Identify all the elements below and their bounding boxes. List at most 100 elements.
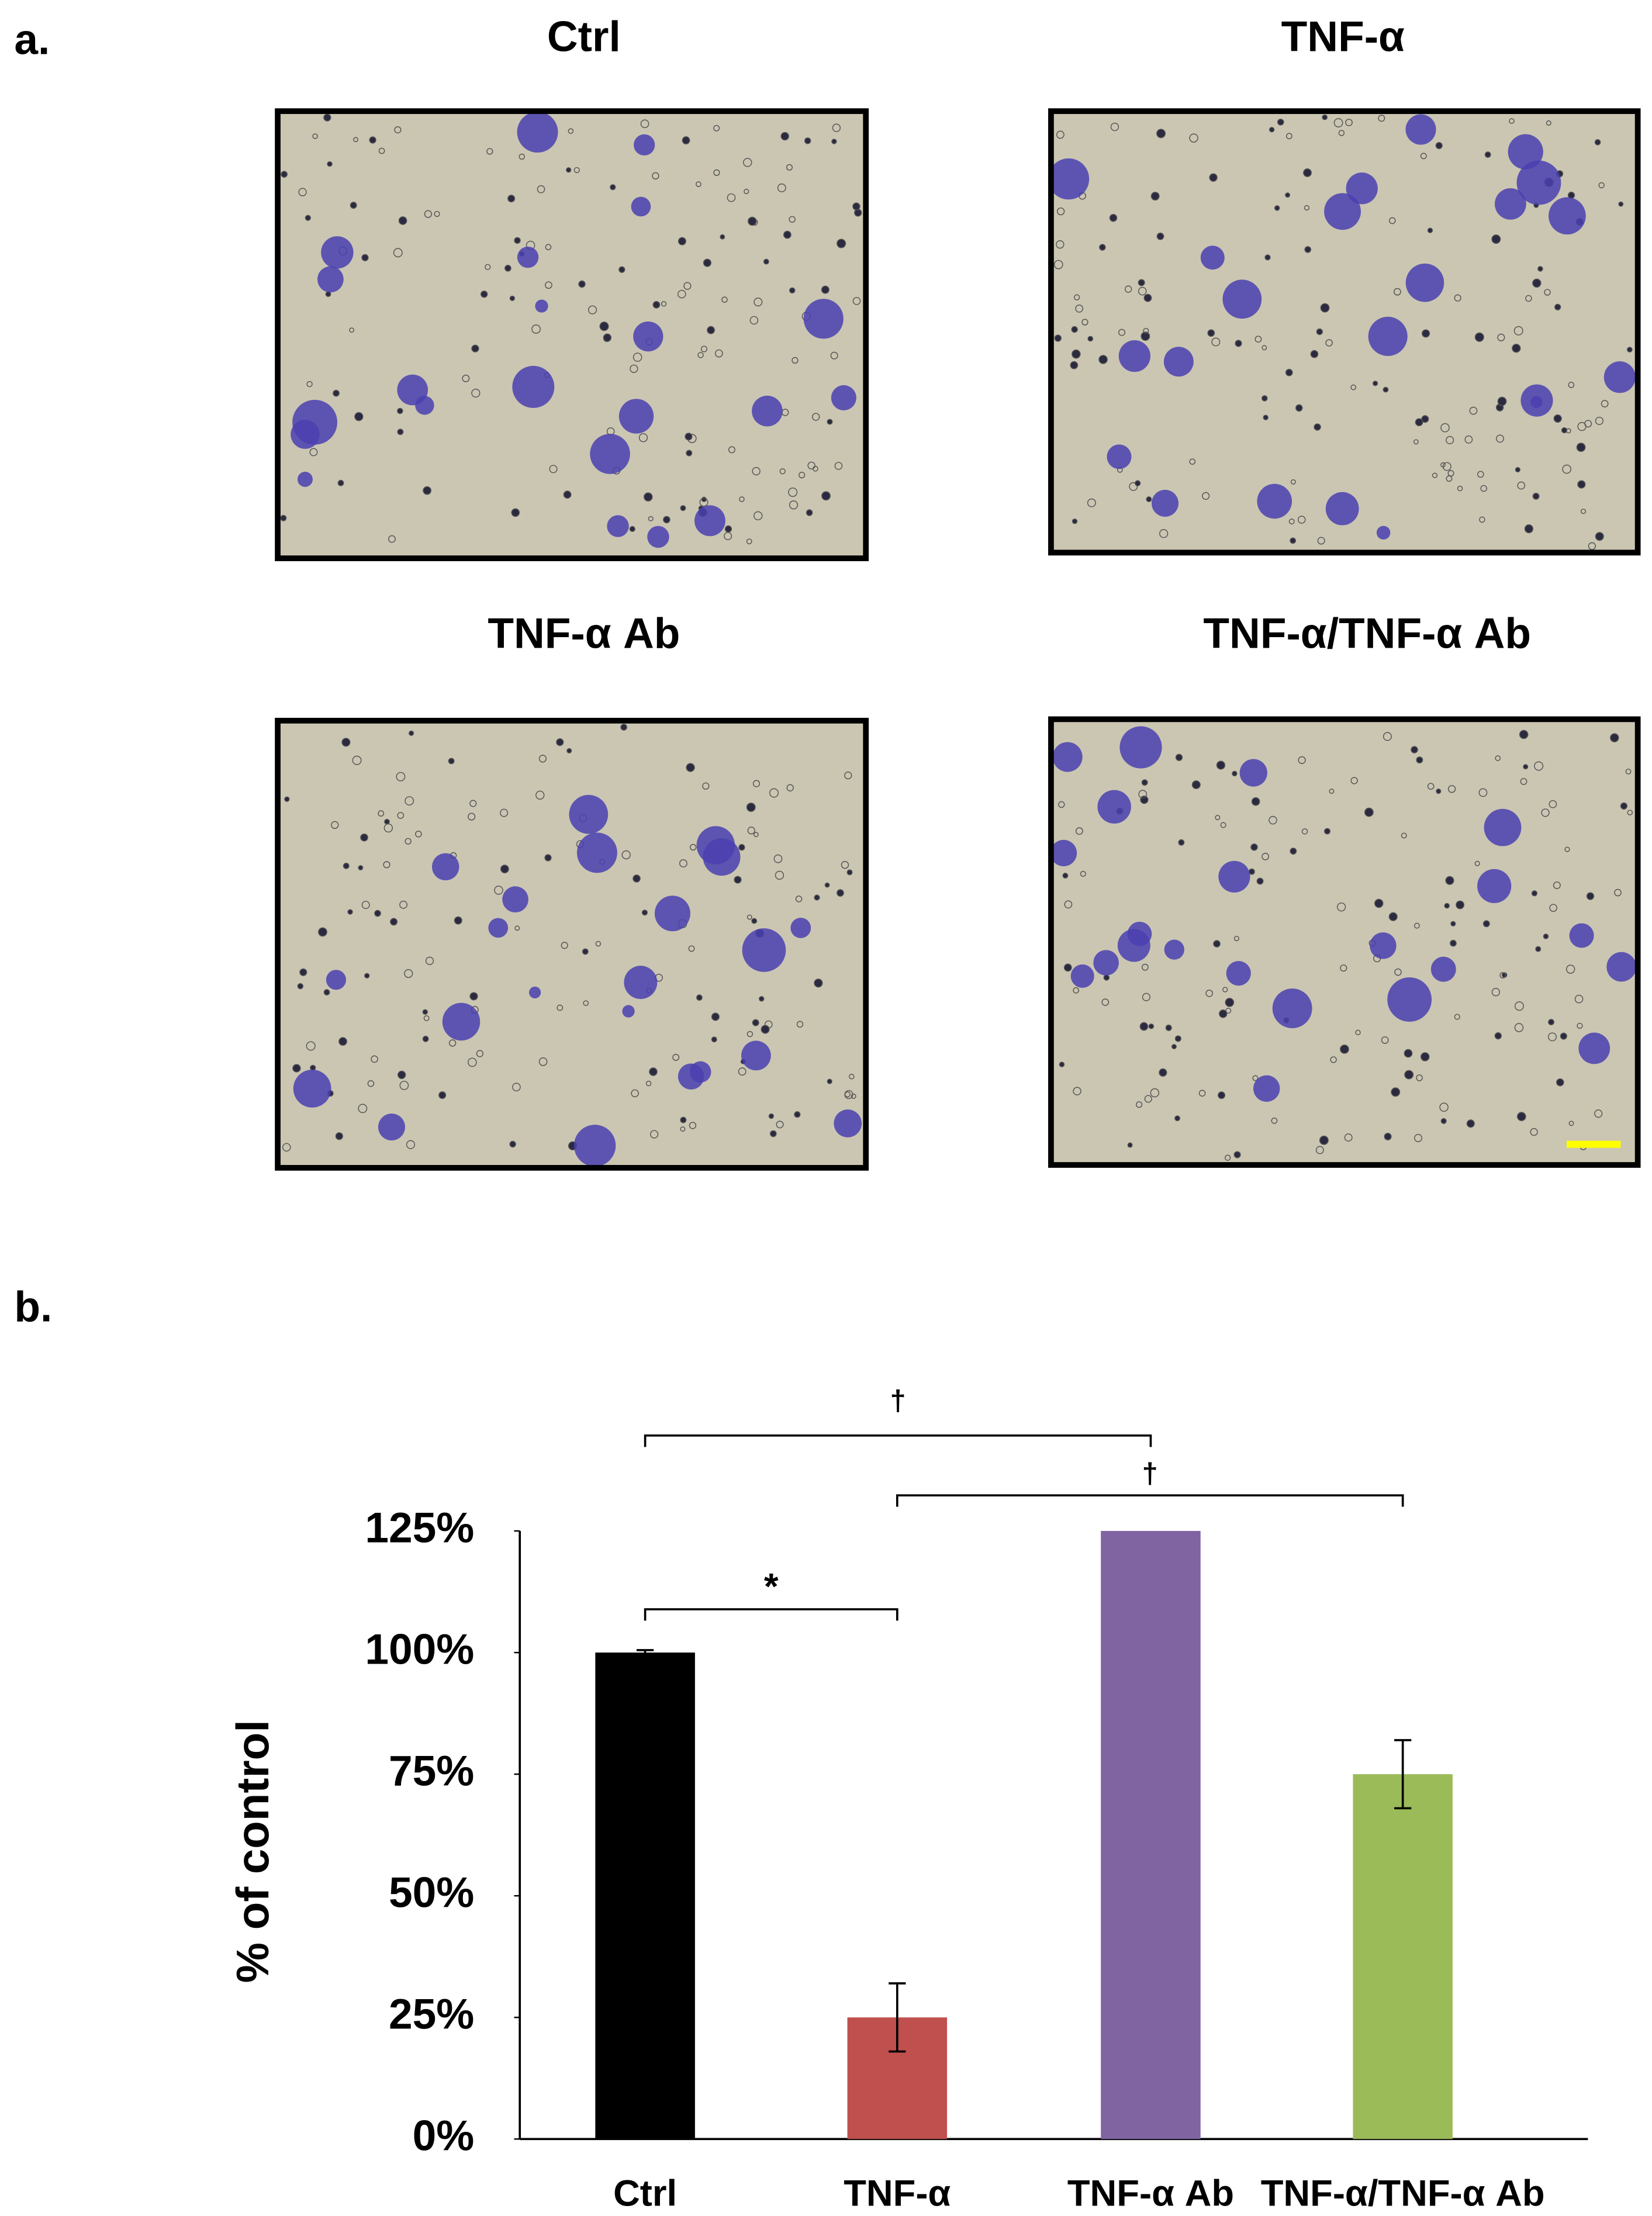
pore	[806, 509, 813, 516]
pore	[1269, 127, 1275, 133]
pore	[827, 1078, 832, 1084]
pore	[789, 216, 796, 223]
pore	[834, 462, 843, 470]
pore	[1138, 279, 1145, 286]
pore	[649, 1067, 658, 1076]
pore	[511, 508, 520, 517]
pore	[422, 1009, 428, 1015]
pore	[841, 860, 849, 869]
pore	[282, 1143, 291, 1152]
pore	[1383, 732, 1392, 741]
pore	[415, 830, 422, 838]
pore	[383, 823, 393, 833]
pore	[1140, 796, 1149, 804]
pore	[1150, 1088, 1160, 1098]
x-tick-label: TNF-α Ab	[1067, 2173, 1234, 2214]
y-tick-label: 75%	[389, 1747, 474, 1795]
pore	[678, 237, 686, 246]
pore	[1072, 349, 1081, 359]
stained-cell	[297, 471, 313, 487]
pore	[738, 843, 745, 851]
pore	[769, 788, 779, 798]
pore	[1109, 214, 1118, 222]
pore	[544, 854, 552, 862]
pore	[1564, 846, 1570, 852]
pore	[1553, 414, 1562, 423]
pore	[1514, 1023, 1524, 1032]
pore	[830, 351, 838, 359]
pore	[1222, 987, 1228, 993]
pore	[424, 210, 433, 218]
pore	[814, 894, 820, 901]
pore	[824, 882, 830, 888]
stained-cell	[1253, 1075, 1280, 1102]
stained-cell	[1495, 188, 1526, 220]
image-background	[278, 111, 866, 559]
pore	[683, 282, 692, 290]
pore	[1073, 987, 1080, 994]
bar	[1353, 1774, 1453, 2139]
pore	[1350, 384, 1357, 390]
pore	[696, 994, 703, 1001]
pore	[1404, 1070, 1414, 1080]
stained-cell	[624, 966, 658, 1000]
pore	[652, 172, 659, 180]
pore	[1439, 1102, 1449, 1112]
y-tick-label: 50%	[389, 1869, 474, 1917]
stained-cell	[790, 917, 811, 938]
pore	[1444, 903, 1450, 909]
stained-cell	[502, 886, 528, 912]
pore	[1189, 458, 1196, 465]
pore	[312, 133, 318, 139]
stained-cell	[1050, 839, 1077, 867]
pore	[561, 942, 568, 949]
pore	[507, 195, 516, 203]
pore	[1146, 496, 1152, 503]
pore	[1235, 340, 1242, 347]
pore	[468, 813, 476, 821]
pore	[1383, 386, 1389, 393]
pore	[1474, 332, 1484, 342]
pore	[323, 989, 330, 995]
pore	[280, 514, 287, 521]
pore	[1588, 542, 1596, 550]
pore	[1401, 832, 1407, 839]
pore	[383, 861, 390, 869]
stained-cell	[415, 396, 434, 415]
pore	[327, 161, 333, 167]
stained-cell	[292, 399, 337, 445]
pore	[1320, 303, 1330, 313]
pore	[297, 983, 304, 990]
pore	[1144, 1095, 1152, 1103]
pore	[1285, 133, 1292, 140]
pore	[369, 136, 376, 144]
pore	[378, 147, 385, 154]
x-tick-label: Ctrl	[613, 2173, 677, 2214]
pore	[1436, 789, 1442, 794]
pore	[1495, 755, 1501, 761]
pore	[1220, 822, 1226, 828]
pore	[1175, 753, 1183, 761]
pore	[1548, 1019, 1554, 1025]
pore	[563, 490, 572, 499]
pore	[358, 1104, 368, 1114]
pore	[1073, 1087, 1081, 1095]
pore	[1218, 1091, 1226, 1100]
pore	[1256, 877, 1264, 885]
pore	[535, 790, 545, 800]
pore	[1148, 1023, 1155, 1029]
pore	[468, 1057, 477, 1067]
pore	[1056, 240, 1065, 249]
pore	[399, 900, 408, 909]
pore	[697, 352, 704, 358]
pore	[1479, 516, 1485, 523]
pore	[361, 901, 370, 910]
pore	[566, 167, 572, 173]
pore	[1250, 843, 1258, 851]
pore	[1531, 890, 1538, 897]
pore	[335, 1132, 343, 1140]
pore	[1110, 122, 1119, 132]
pore	[1340, 964, 1347, 972]
pore	[1054, 334, 1062, 342]
pore	[531, 324, 541, 334]
